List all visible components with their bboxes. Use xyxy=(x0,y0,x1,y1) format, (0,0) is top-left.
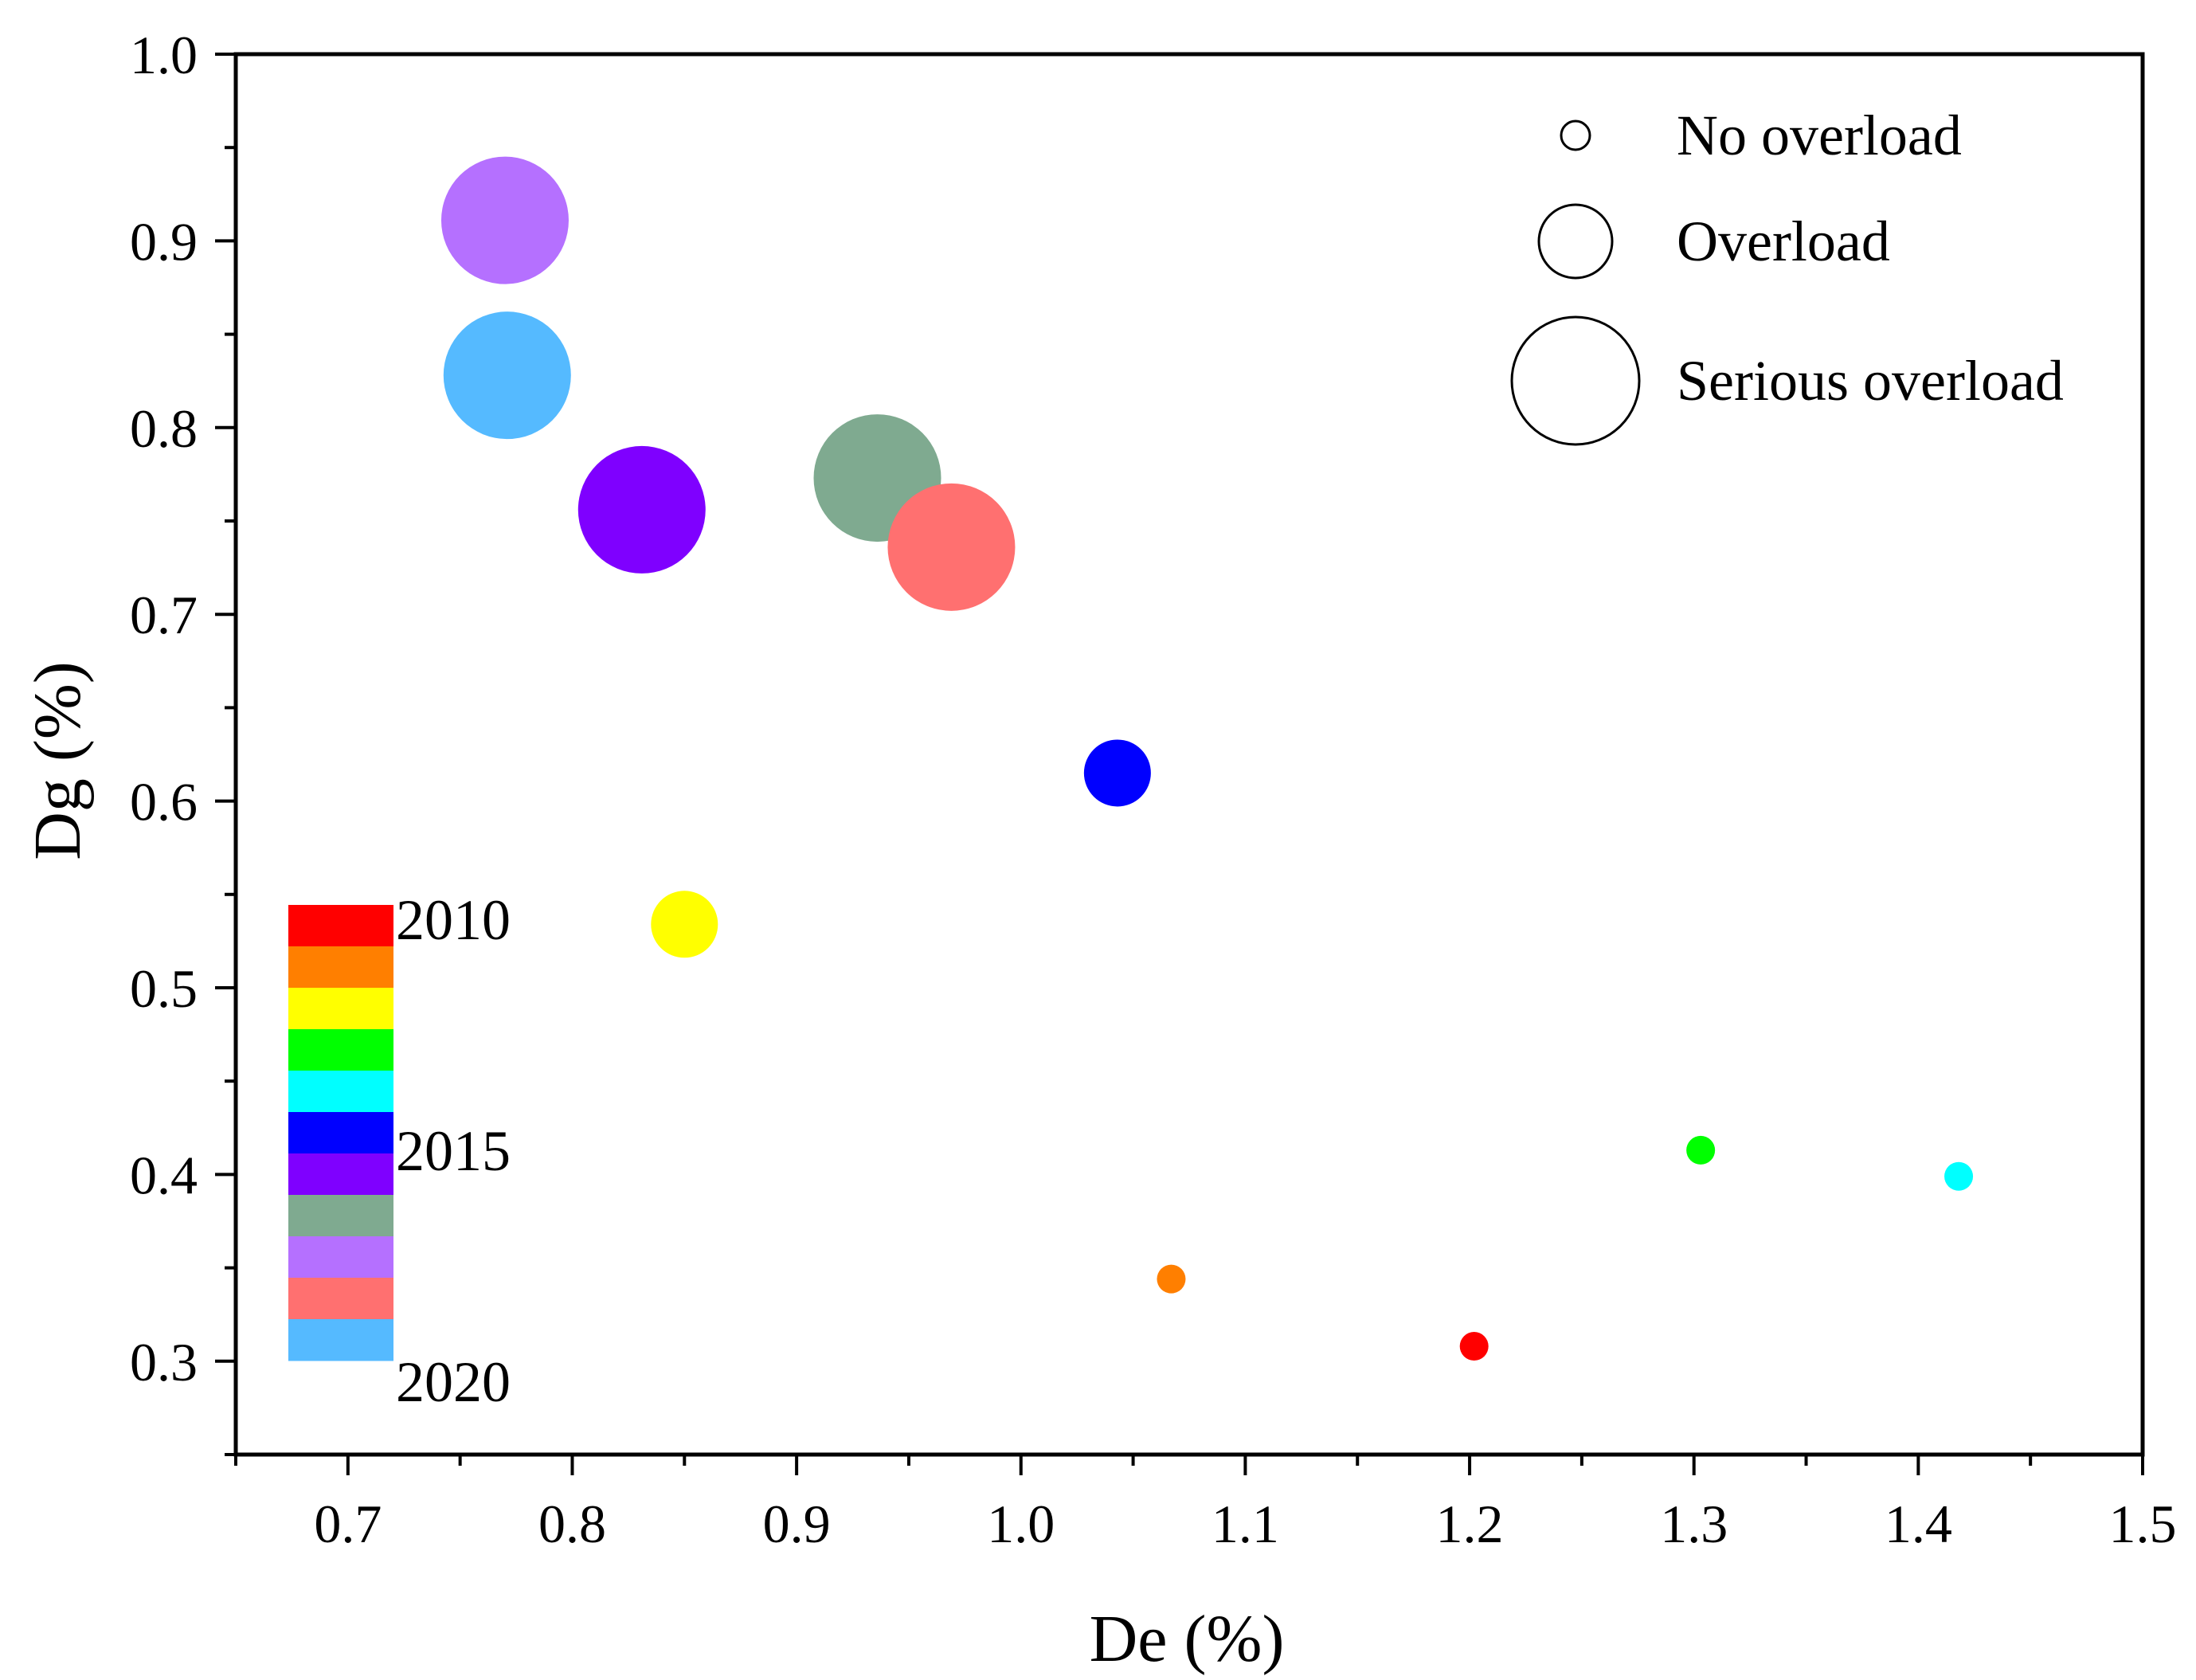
color-legend-label: 2020 xyxy=(396,1350,511,1414)
bubble-2016 xyxy=(577,445,706,574)
data-points xyxy=(440,156,1974,1361)
x-tick-label: 1.0 xyxy=(987,1494,1055,1554)
size-legend-marker xyxy=(1537,203,1614,280)
size-legend: No overload Overload Serious overload xyxy=(1510,104,2064,446)
color-legend-swatch xyxy=(288,1071,393,1113)
color-legend-swatch xyxy=(288,1195,393,1237)
plot-frame xyxy=(233,52,2145,1457)
axes: 0.7 0.8 0.9 1.0 1.1 1.2 1.3 1.4 1.5 0.3 0.4 0.5 0.6 0… xyxy=(130,25,2177,1554)
bubble-2013 xyxy=(1686,1135,1716,1165)
bubble-2014 xyxy=(1944,1161,1974,1191)
y-tick-label: 0.6 xyxy=(130,772,198,832)
bubble-2011 xyxy=(1157,1264,1186,1294)
color-legend-swatch xyxy=(288,1278,393,1320)
y-tick-label: 0.4 xyxy=(130,1145,198,1205)
color-legend-swatch xyxy=(288,946,393,989)
y-tick-label: 0.5 xyxy=(130,958,198,1019)
x-tick-label: 0.8 xyxy=(538,1494,606,1554)
x-axis-title: De (%) xyxy=(1090,1602,1285,1676)
y-tick-label: 1.0 xyxy=(130,25,198,85)
x-tick-label: 1.1 xyxy=(1212,1494,1279,1554)
bubble-2015 xyxy=(1083,739,1151,807)
color-legend: 2010 2015 2020 xyxy=(288,888,511,1414)
bubble-2012 xyxy=(651,891,718,958)
size-legend-marker xyxy=(1560,119,1591,151)
color-legend-label: 2010 xyxy=(396,888,511,952)
color-legend-swatch xyxy=(288,988,393,1030)
x-tick-label: 1.5 xyxy=(2109,1494,2177,1554)
color-legend-label: 2015 xyxy=(396,1119,511,1183)
x-tick-label: 0.7 xyxy=(314,1494,382,1554)
bubble-2010 xyxy=(1459,1332,1489,1361)
color-legend-swatch xyxy=(288,1319,393,1361)
size-legend-label: Overload xyxy=(1677,210,1890,273)
y-tick-label: 0.7 xyxy=(130,585,198,645)
y-tick-label: 0.3 xyxy=(130,1332,198,1392)
color-legend-swatch xyxy=(288,1112,393,1154)
y-axis-title: Dg (%) xyxy=(21,661,95,860)
x-tick-label: 1.2 xyxy=(1436,1494,1504,1554)
x-tick-label: 1.3 xyxy=(1660,1494,1728,1554)
color-legend-swatch xyxy=(288,905,393,947)
size-legend-label: No overload xyxy=(1677,104,1962,167)
bubble-2019 xyxy=(887,483,1016,611)
x-tick-label: 0.9 xyxy=(763,1494,831,1554)
y-tick-label: 0.9 xyxy=(130,211,198,272)
x-tick-label: 1.4 xyxy=(1885,1494,1952,1554)
color-legend-swatch xyxy=(288,1236,393,1279)
size-legend-label: Serious overload xyxy=(1677,349,2064,413)
y-tick-label: 0.8 xyxy=(130,398,198,459)
size-legend-marker xyxy=(1510,315,1641,446)
color-legend-swatch xyxy=(288,1029,393,1071)
color-legend-swatch xyxy=(288,1153,393,1196)
bubble-2018 xyxy=(440,156,569,284)
bubble-2020 xyxy=(443,311,571,440)
